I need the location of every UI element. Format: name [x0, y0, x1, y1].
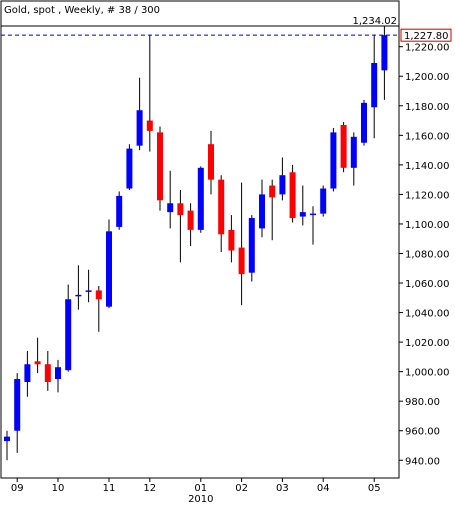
x-tick-label: 10 — [52, 483, 65, 494]
y-tick-label: 1,020.00 — [405, 338, 450, 349]
candle-body — [197, 167, 204, 230]
max-price-label: 1,234.02 — [352, 16, 397, 27]
last-price-box — [400, 28, 452, 42]
x-tick-label: 04 — [317, 483, 330, 494]
candle-body — [24, 364, 31, 382]
candle-body — [361, 102, 367, 143]
y-tick-label: 1,140.00 — [405, 161, 450, 172]
y-tick-label: 1,100.00 — [405, 220, 450, 231]
y-tick-label: 1,200.00 — [405, 72, 450, 83]
x-tick-label: 11 — [103, 483, 116, 494]
y-tick-label: 960.00 — [405, 427, 440, 438]
candle-body — [238, 247, 245, 275]
candle-body — [330, 132, 337, 189]
y-tick-label: 1,220.00 — [405, 43, 450, 54]
y-tick-label: 1,000.00 — [405, 368, 450, 379]
candle-body — [75, 294, 82, 297]
candle-body — [340, 124, 347, 168]
plot-frame — [0, 0, 400, 479]
chart-title: Gold, spot , Weekly, # 38 / 300 — [4, 5, 160, 16]
x-tick-label: 02 — [235, 483, 248, 494]
candle-body — [34, 361, 41, 365]
candle-body — [279, 175, 286, 195]
candle-body — [85, 290, 92, 292]
x-tick-label: 09 — [11, 483, 24, 494]
x-tick-label: 12 — [143, 483, 156, 494]
candle-body — [44, 364, 51, 382]
y-tick-label: 1,120.00 — [405, 190, 450, 201]
candle-body — [146, 120, 153, 131]
candle-body — [65, 299, 72, 371]
candle-body — [350, 136, 357, 168]
y-tick-label: 1,080.00 — [405, 249, 450, 260]
candle-body — [259, 194, 265, 229]
candle-body — [55, 367, 61, 380]
candle-body — [208, 144, 214, 180]
candle-body — [320, 188, 327, 214]
last-price-label: 1,227.80 — [404, 31, 449, 42]
x-tick-label: 03 — [276, 483, 289, 494]
candle-body — [95, 290, 102, 300]
candle-body — [4, 436, 10, 442]
candle-body — [299, 212, 306, 217]
candle-body — [106, 231, 112, 307]
y-tick-label: 1,180.00 — [405, 102, 450, 113]
candle-body — [187, 210, 194, 230]
year-label: 2010 — [188, 494, 213, 505]
candle-body — [371, 62, 378, 108]
candle-body — [218, 179, 225, 235]
candle-body — [177, 203, 184, 216]
y-tick-label: 940.00 — [405, 456, 440, 467]
candle-body — [310, 213, 316, 216]
candle-body — [228, 229, 235, 251]
y-tick-label: 980.00 — [405, 397, 440, 408]
candle-body — [381, 35, 388, 71]
candle-body — [248, 218, 255, 273]
candle-body — [14, 379, 21, 431]
y-tick-label: 1,040.00 — [405, 309, 450, 320]
candle-body — [167, 203, 174, 213]
candle-body — [269, 185, 276, 198]
candle-body — [136, 110, 143, 146]
x-tick-label: 01 — [194, 483, 207, 494]
x-tick-label: 05 — [368, 483, 381, 494]
candle-body — [116, 195, 123, 227]
candle-body — [126, 148, 133, 189]
y-tick-label: 1,160.00 — [405, 131, 450, 142]
candle-body — [289, 172, 296, 219]
y-tick-label: 1,060.00 — [405, 279, 450, 290]
candle-body — [157, 132, 163, 201]
